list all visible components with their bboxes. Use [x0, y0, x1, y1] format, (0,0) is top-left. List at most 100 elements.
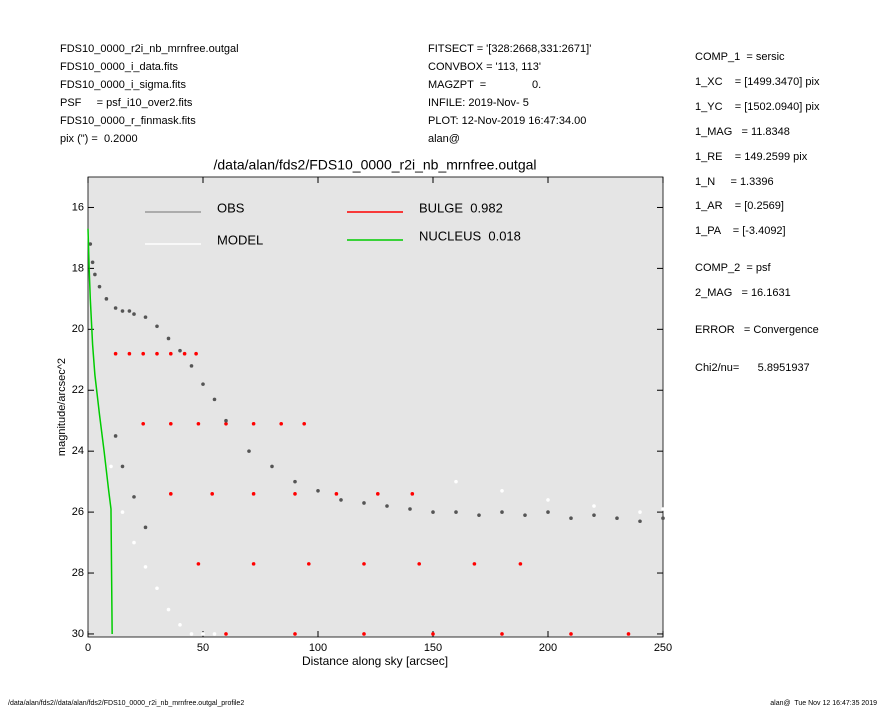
data-point — [93, 272, 97, 277]
data-point — [169, 351, 173, 356]
x-tick-label: 50 — [197, 642, 209, 654]
data-point — [592, 504, 596, 508]
data-point — [201, 382, 205, 386]
info-text: PLOT: 12-Nov-2019 16:47:34.00 — [428, 115, 586, 127]
data-point — [178, 348, 182, 353]
data-point — [518, 562, 523, 566]
data-point — [120, 464, 125, 469]
y-tick-label: 30 — [72, 628, 84, 640]
info-text: FDS10_0000_r2i_nb_mrnfree.outgal — [60, 43, 239, 55]
info-text: COMP_1 = sersic — [695, 51, 785, 63]
data-point — [302, 421, 307, 426]
info-text: 1_MAG = 11.8348 — [695, 126, 790, 138]
data-point — [127, 309, 132, 313]
data-point — [132, 495, 136, 499]
data-point — [109, 464, 113, 469]
data-point — [88, 242, 93, 246]
data-point — [638, 510, 642, 514]
data-point — [279, 421, 284, 426]
info-text: FDS10_0000_i_data.fits — [60, 61, 179, 73]
data-point — [339, 498, 343, 502]
data-point — [569, 632, 573, 636]
y-axis-label: magnitude/arcsec^2 — [56, 358, 68, 456]
legend-label: MODEL — [217, 232, 263, 247]
data-point — [166, 336, 171, 341]
info-text: 1_PA = [-3.4092] — [695, 225, 786, 237]
data-point — [251, 421, 256, 426]
data-point — [316, 488, 320, 493]
data-point — [155, 586, 159, 591]
data-point — [270, 464, 274, 469]
data-point — [500, 488, 504, 493]
data-point — [194, 351, 198, 356]
data-point — [113, 306, 118, 310]
data-point — [97, 284, 102, 289]
data-point — [178, 623, 182, 627]
data-point — [523, 513, 527, 517]
data-point — [196, 421, 201, 426]
info-text: FDS10_0000_r_finmask.fits — [60, 115, 196, 127]
legend-label: OBS — [217, 200, 245, 215]
data-point — [477, 513, 481, 517]
data-point — [143, 315, 148, 319]
data-point — [182, 351, 187, 356]
info-text: 1_XC = [1499.3470] pix — [695, 76, 820, 88]
data-point — [113, 434, 118, 438]
data-point — [307, 562, 311, 566]
data-point — [546, 510, 550, 514]
x-tick-label: 250 — [654, 642, 672, 654]
data-point — [431, 510, 435, 514]
data-point — [127, 351, 132, 356]
data-point — [132, 540, 136, 545]
info-text: CONVBOX = '113, 113' — [428, 61, 541, 73]
x-tick-label: 150 — [424, 642, 442, 654]
info-text: alan@ — [428, 133, 460, 145]
data-point — [454, 510, 458, 514]
data-point — [500, 510, 504, 514]
data-point — [120, 510, 125, 514]
y-tick-label: 24 — [72, 445, 84, 457]
data-point — [143, 565, 148, 569]
y-tick-label: 16 — [72, 201, 84, 213]
legend-label: BULGE 0.982 — [419, 200, 503, 215]
info-text: 1_N = 1.3396 — [695, 176, 774, 188]
data-point — [661, 507, 665, 511]
data-point — [661, 516, 665, 520]
data-point — [362, 632, 366, 636]
data-point — [293, 632, 297, 636]
data-point — [104, 297, 109, 301]
info-text: PSF = psf_i10_over2.fits — [60, 97, 193, 109]
data-point — [196, 562, 201, 566]
info-text: COMP_2 = psf — [695, 262, 771, 274]
data-point — [113, 351, 118, 356]
y-tick-label: 26 — [72, 506, 84, 518]
info-text: 2_MAG = 16.1631 — [695, 287, 791, 299]
info-text: FITSECT = '[328:2668,331:2671]' — [428, 43, 591, 55]
y-tick-label: 22 — [72, 384, 84, 396]
data-point — [120, 309, 125, 313]
data-point — [334, 492, 339, 496]
data-point — [90, 260, 95, 265]
legend-label: NUCLEUS 0.018 — [419, 228, 521, 243]
data-point — [224, 632, 228, 636]
chart-title: /data/alan/fds2/FDS10_0000_r2i_nb_mrnfre… — [214, 157, 537, 173]
data-point — [500, 632, 504, 636]
data-point — [410, 492, 415, 496]
data-point — [385, 504, 389, 508]
y-tick-label: 20 — [72, 323, 84, 335]
y-tick-label: 28 — [72, 567, 84, 579]
data-line — [87, 228, 113, 634]
info-text: Chi2/nu= 5.8951937 — [695, 362, 810, 374]
data-point — [472, 562, 477, 566]
data-point — [362, 501, 366, 505]
data-point — [546, 498, 550, 502]
x-axis-label: Distance along sky [arcsec] — [302, 654, 448, 668]
footer-left: /data/alan/fds2//data/alan/fds2/FDS10_00… — [8, 700, 244, 707]
plot-area — [87, 176, 664, 638]
data-point — [141, 421, 145, 426]
data-point — [293, 492, 297, 496]
data-point — [592, 513, 596, 517]
footer-right: alan@ Tue Nov 12 16:47:35 2019 — [770, 700, 877, 707]
x-tick-label: 100 — [309, 642, 327, 654]
